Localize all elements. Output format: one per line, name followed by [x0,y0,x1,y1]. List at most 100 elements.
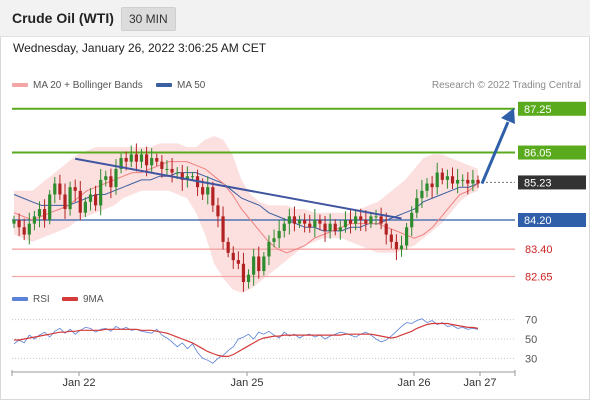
candle-body [139,154,144,162]
candle-body [476,179,480,184]
legend-swatch-ma20 [12,83,28,88]
candle-body [359,216,363,220]
candle-body [292,216,297,224]
candle-body [144,154,149,166]
legend-label-ma20: MA 20 + Bollinger Bands [33,80,143,91]
candle-body [354,216,358,224]
candle-body [246,274,251,282]
level-label-83-40: 83.40 [525,244,553,256]
candle-body [394,241,399,250]
rsi-tick-label: 50 [525,334,537,346]
candle-body [32,216,36,224]
candle-body [420,190,424,199]
candle-body [282,223,286,231]
legend-swatch-rsi [12,297,28,302]
candle-body [109,176,113,188]
x-axis-tick-label: Jan 26 [397,377,430,389]
candle-body [267,241,271,257]
candle-body [333,223,337,231]
candle-body [374,216,378,218]
legend-rsi: RSI [12,294,50,305]
candle-body [328,223,332,231]
x-axis-tick-label: Jan 22 [62,377,95,389]
candle-body [415,198,419,213]
candle-body [338,227,342,231]
candle-body [114,168,118,188]
rsi-tick-label: 30 [525,353,537,365]
candle-body [160,161,164,169]
timeframe-badge[interactable]: 30 MIN [121,7,176,31]
candle-body [287,216,291,224]
candle-body [73,187,77,191]
level-label-84-20: 84.20 [524,215,552,227]
candle-body [22,227,26,235]
candle-body [343,220,348,228]
candle-body [410,212,414,228]
candle-body [379,216,383,224]
candle-body [303,220,307,224]
x-axis-tick-label: Jan 25 [230,377,263,389]
instrument-title: Crude Oil (WTI) [12,10,114,26]
legend-9ma: 9MA [62,294,104,305]
candle-body [155,158,159,162]
candle-body [190,176,195,178]
candle-body [440,172,444,180]
legend-label-9ma: 9MA [83,294,104,305]
legend-swatch-9ma [62,297,78,302]
candle-body [318,220,322,224]
rsi-tick-label: 70 [525,315,537,327]
legend-ma20: MA 20 + Bollinger Bands [12,80,143,91]
candle-body [129,154,133,162]
candle-body [231,252,235,261]
candle-body [323,223,327,231]
candle-body [88,194,93,202]
candle-body [348,220,353,224]
candle-body [78,190,82,213]
level-label-85-23-box [518,175,586,190]
candle-body [124,158,128,162]
level-label-86-05: 86.05 [524,148,552,160]
candle-body [308,223,312,228]
candle-body [165,168,169,170]
header-bar: Crude Oil (WTI) 30 MIN [0,0,590,37]
level-label-84-20-box [518,213,586,227]
candle-body [369,216,373,224]
candle-body [435,172,439,188]
candle-body [257,256,261,272]
candle-body [313,220,317,228]
candle-body [48,194,52,220]
candle-body [450,176,455,184]
candle-body [262,256,266,272]
legend-swatch-ma50 [156,83,172,88]
ma20-line [13,161,479,254]
candle-body [461,179,465,181]
candle-body [236,260,240,264]
candle-body [201,187,205,195]
candle-body [99,179,103,206]
candle-body [241,263,246,282]
legend-label-ma50: MA 50 [177,80,206,91]
candle-body [272,238,276,242]
candle-body [175,172,179,174]
candle-body [405,227,409,246]
copyright-text: Research © 2022 Trading Central [431,80,581,91]
forecast-arrow-head [501,108,515,125]
candle-body [425,183,429,191]
candle-body [83,201,87,213]
legend-label-rsi: RSI [33,294,50,305]
candle-body [170,168,174,173]
candle-body [42,209,47,220]
trendline [75,157,402,220]
candle-body [297,220,302,224]
candle-body [53,183,57,195]
candle-body [384,223,388,235]
legend-ma50: MA 50 [156,80,205,91]
candle-body [12,220,16,224]
forecast-arrow-shaft [480,121,510,185]
candle-body [399,245,404,250]
candle-body [466,179,470,184]
candle-body [37,209,42,217]
candle-body [252,256,256,275]
rsi-series-9ma [14,322,479,357]
